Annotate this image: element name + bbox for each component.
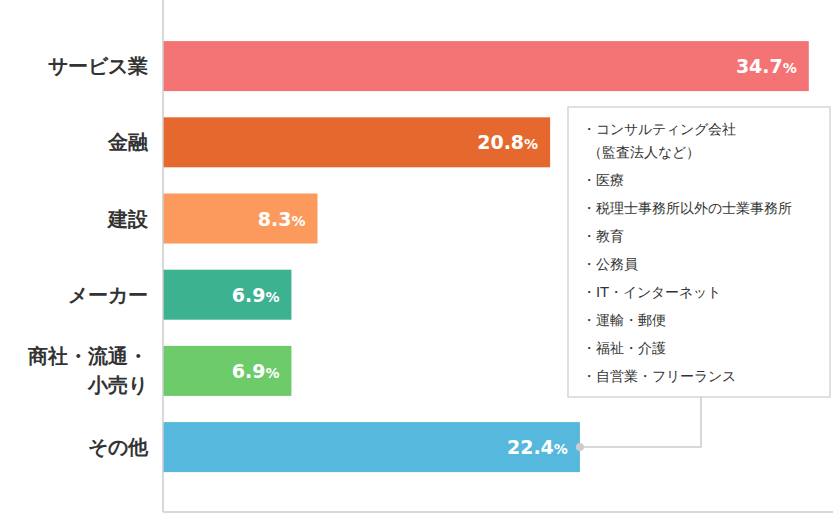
annotation-text: ・公務員 [582,256,638,272]
annotation-text: ・税理士事務所以外の士業事務所 [582,200,792,216]
axis-line [162,0,164,512]
axis-line [163,511,833,513]
data-label: 6.9% [232,284,280,306]
data-label: 34.7% [736,55,797,77]
annotation-box [568,107,830,397]
bar [163,117,550,167]
data-label: 22.4% [507,436,568,458]
annotation-text: ・自営業・フリーランス [582,368,736,384]
category-label: 商社・流通・小売り [27,344,148,397]
data-label: 20.8% [477,131,538,153]
category-label: メーカー [68,283,148,307]
data-label: 6.9% [232,360,280,382]
category-label: 金融 [107,130,149,154]
annotation-text: （監査法人など） [588,144,700,160]
bar [163,422,580,472]
annotation-dot [576,443,584,451]
annotation-text: ・IT・インターネット [582,284,721,300]
chart-container: サービス業 34.7% 金融 20.8% 建設 8.3% メーカー 6.9% 商社・流通・小売り… [0,0,840,516]
bar [163,194,317,244]
bar [163,270,291,320]
annotation-text: ・コンサルティング会社 [582,121,736,137]
annotation: ・コンサルティング会社 （監査法人など） ・医療・税理士事務所以外の士業事務所・教育… [568,107,830,451]
category-label: その他 [88,435,149,459]
category-label: 建設 [106,207,149,231]
annotation-text: ・運輸・郵便 [582,312,666,328]
data-label: 8.3% [258,208,306,230]
annotation-text: ・教育 [582,228,624,244]
chart-svg: サービス業 34.7% 金融 20.8% 建設 8.3% メーカー 6.9% 商社・流通・小売り… [0,0,840,516]
bar [163,41,809,91]
annotation-connector [580,397,701,447]
annotation-text: ・医療 [582,172,624,188]
category-label: サービス業 [48,54,148,78]
annotation-text: ・福祉・介護 [582,340,666,356]
bar [163,346,291,396]
